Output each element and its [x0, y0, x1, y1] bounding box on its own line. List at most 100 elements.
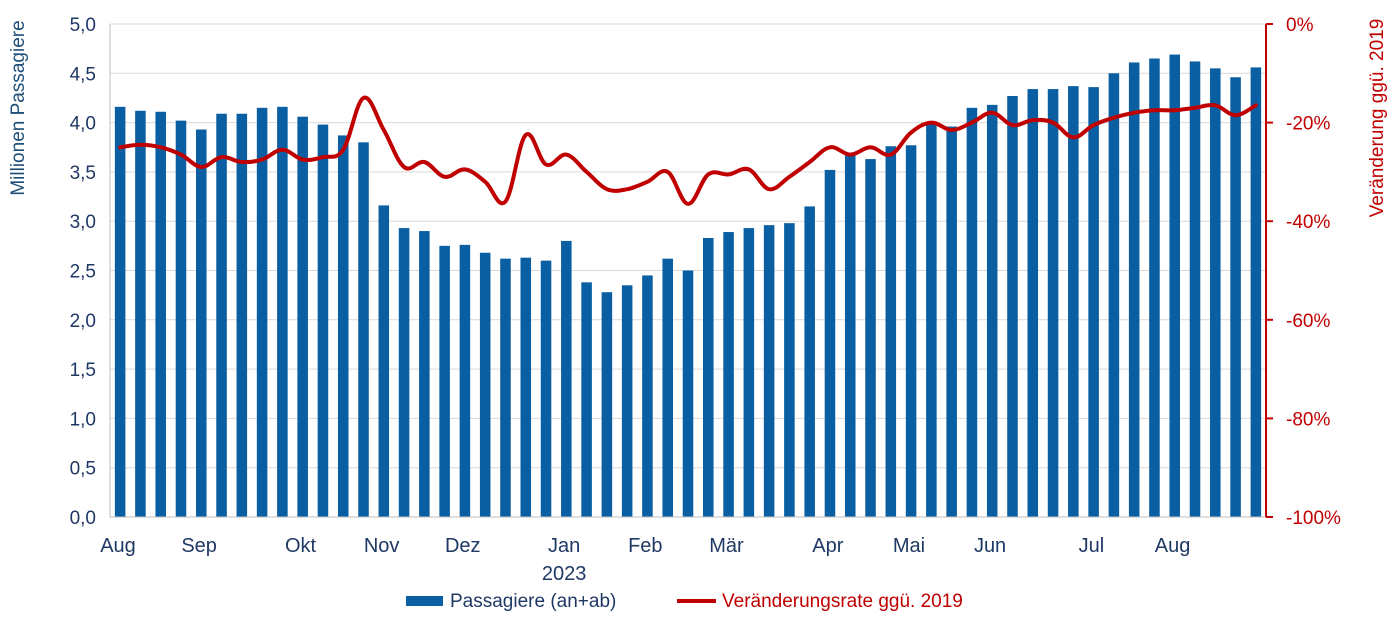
- left-tick-label: 3,0: [70, 212, 96, 233]
- bar: [1210, 68, 1221, 518]
- right-tick-label: -80%: [1286, 409, 1330, 430]
- x-tick-label: Mai: [893, 535, 925, 557]
- bar: [540, 260, 552, 517]
- bar: [703, 237, 714, 517]
- left-tick-label: 0,0: [70, 508, 96, 529]
- bar: [784, 223, 795, 517]
- bar: [986, 104, 998, 518]
- bar: [337, 135, 349, 517]
- bar: [155, 111, 166, 517]
- bar: [824, 169, 836, 518]
- right-tick-label: 0%: [1286, 15, 1314, 36]
- left-tick-label: 4,0: [70, 114, 96, 135]
- bar: [561, 240, 572, 518]
- x-tick-label: Apr: [812, 535, 843, 557]
- right-axis-ticks: -100% -80% -60% -40% -20% 0%: [1266, 15, 1341, 529]
- bar: [966, 107, 978, 517]
- left-tick-label: 2,5: [70, 262, 96, 283]
- right-tick-label: -60%: [1286, 311, 1330, 332]
- left-tick-label: 0,5: [70, 459, 96, 480]
- bar: [1189, 61, 1201, 518]
- right-tick-label: -20%: [1286, 114, 1330, 135]
- bar: [419, 231, 430, 517]
- bar: [1007, 95, 1018, 517]
- left-tick-label: 2,0: [70, 311, 96, 332]
- left-tick-label: 5,0: [70, 15, 96, 36]
- bar: [277, 106, 288, 517]
- bar: [946, 126, 957, 517]
- x-tick-label: Mär: [709, 535, 744, 557]
- bar: [236, 113, 248, 517]
- right-axis-title: Veränderung ggü. 2019: [1367, 19, 1388, 218]
- bar: [256, 107, 268, 517]
- left-tick-label: 4,5: [70, 64, 96, 85]
- bar: [723, 232, 734, 517]
- bar: [1250, 67, 1262, 517]
- legend: Passagiere (an+ab) Veränderungsrate ggü.…: [406, 591, 963, 612]
- bar: [804, 206, 815, 517]
- x-axis-ticks: Aug Sep Okt Nov Dez Jan Feb Mär Apr Mai Jun Jul Aug 2…: [100, 535, 1190, 585]
- x-tick-label: Dez: [445, 535, 481, 557]
- bar: [358, 142, 369, 517]
- line-series: [118, 95, 1258, 206]
- bar: [195, 129, 207, 517]
- bar: [297, 116, 308, 518]
- bar: [1169, 54, 1181, 517]
- bar: [642, 275, 653, 517]
- bar: [439, 245, 450, 517]
- bar: [459, 244, 471, 517]
- x-tick-label: Jan: [548, 535, 580, 557]
- x-year-label: 2023: [542, 563, 587, 585]
- bar: [763, 225, 775, 518]
- bar: [317, 124, 329, 518]
- bar: [1230, 77, 1241, 517]
- left-tick-label: 1,0: [70, 409, 96, 430]
- x-tick-label: Sep: [181, 535, 217, 557]
- bar: [1108, 73, 1120, 518]
- bar: [581, 282, 592, 517]
- change-rate-line: [118, 95, 1258, 206]
- bar: [1068, 86, 1079, 518]
- legend-label-line: Veränderungsrate ggü. 2019: [722, 591, 963, 612]
- bar: [1027, 89, 1039, 518]
- bar: [1128, 62, 1140, 517]
- bar: [1047, 89, 1059, 518]
- bar: [865, 159, 876, 517]
- bar: [378, 205, 390, 517]
- right-tick-label: -100%: [1286, 508, 1341, 529]
- bar: [662, 258, 673, 517]
- bar-series: [114, 54, 1262, 518]
- legend-swatch-bars: [406, 596, 443, 606]
- x-tick-label: Jun: [974, 535, 1006, 557]
- bar: [844, 155, 856, 517]
- bar: [885, 146, 897, 517]
- bar: [905, 145, 917, 517]
- bar: [926, 122, 937, 517]
- x-tick-label: Nov: [364, 535, 400, 557]
- bar: [621, 285, 633, 517]
- axes: [109, 24, 1267, 518]
- bar: [520, 257, 532, 517]
- legend-label-bars: Passagiere (an+ab): [450, 591, 616, 612]
- bar: [601, 292, 613, 517]
- x-tick-label: Feb: [628, 535, 662, 557]
- bar: [175, 120, 187, 518]
- bar: [114, 106, 126, 517]
- right-tick-label: -40%: [1286, 212, 1330, 233]
- bar: [500, 258, 511, 517]
- bar: [216, 113, 227, 517]
- bar: [1088, 87, 1099, 517]
- left-axis-title: Millionen Passagiere: [8, 20, 29, 195]
- bar: [743, 228, 755, 518]
- x-tick-label: Okt: [285, 535, 317, 557]
- x-tick-label: Aug: [1155, 535, 1191, 557]
- bar: [1149, 58, 1160, 517]
- left-tick-label: 1,5: [70, 360, 96, 381]
- bar: [479, 252, 491, 517]
- x-tick-label: Jul: [1079, 535, 1105, 557]
- bar: [398, 228, 410, 518]
- x-tick-label: Aug: [100, 535, 136, 557]
- bar: [682, 270, 694, 517]
- bar: [135, 110, 146, 517]
